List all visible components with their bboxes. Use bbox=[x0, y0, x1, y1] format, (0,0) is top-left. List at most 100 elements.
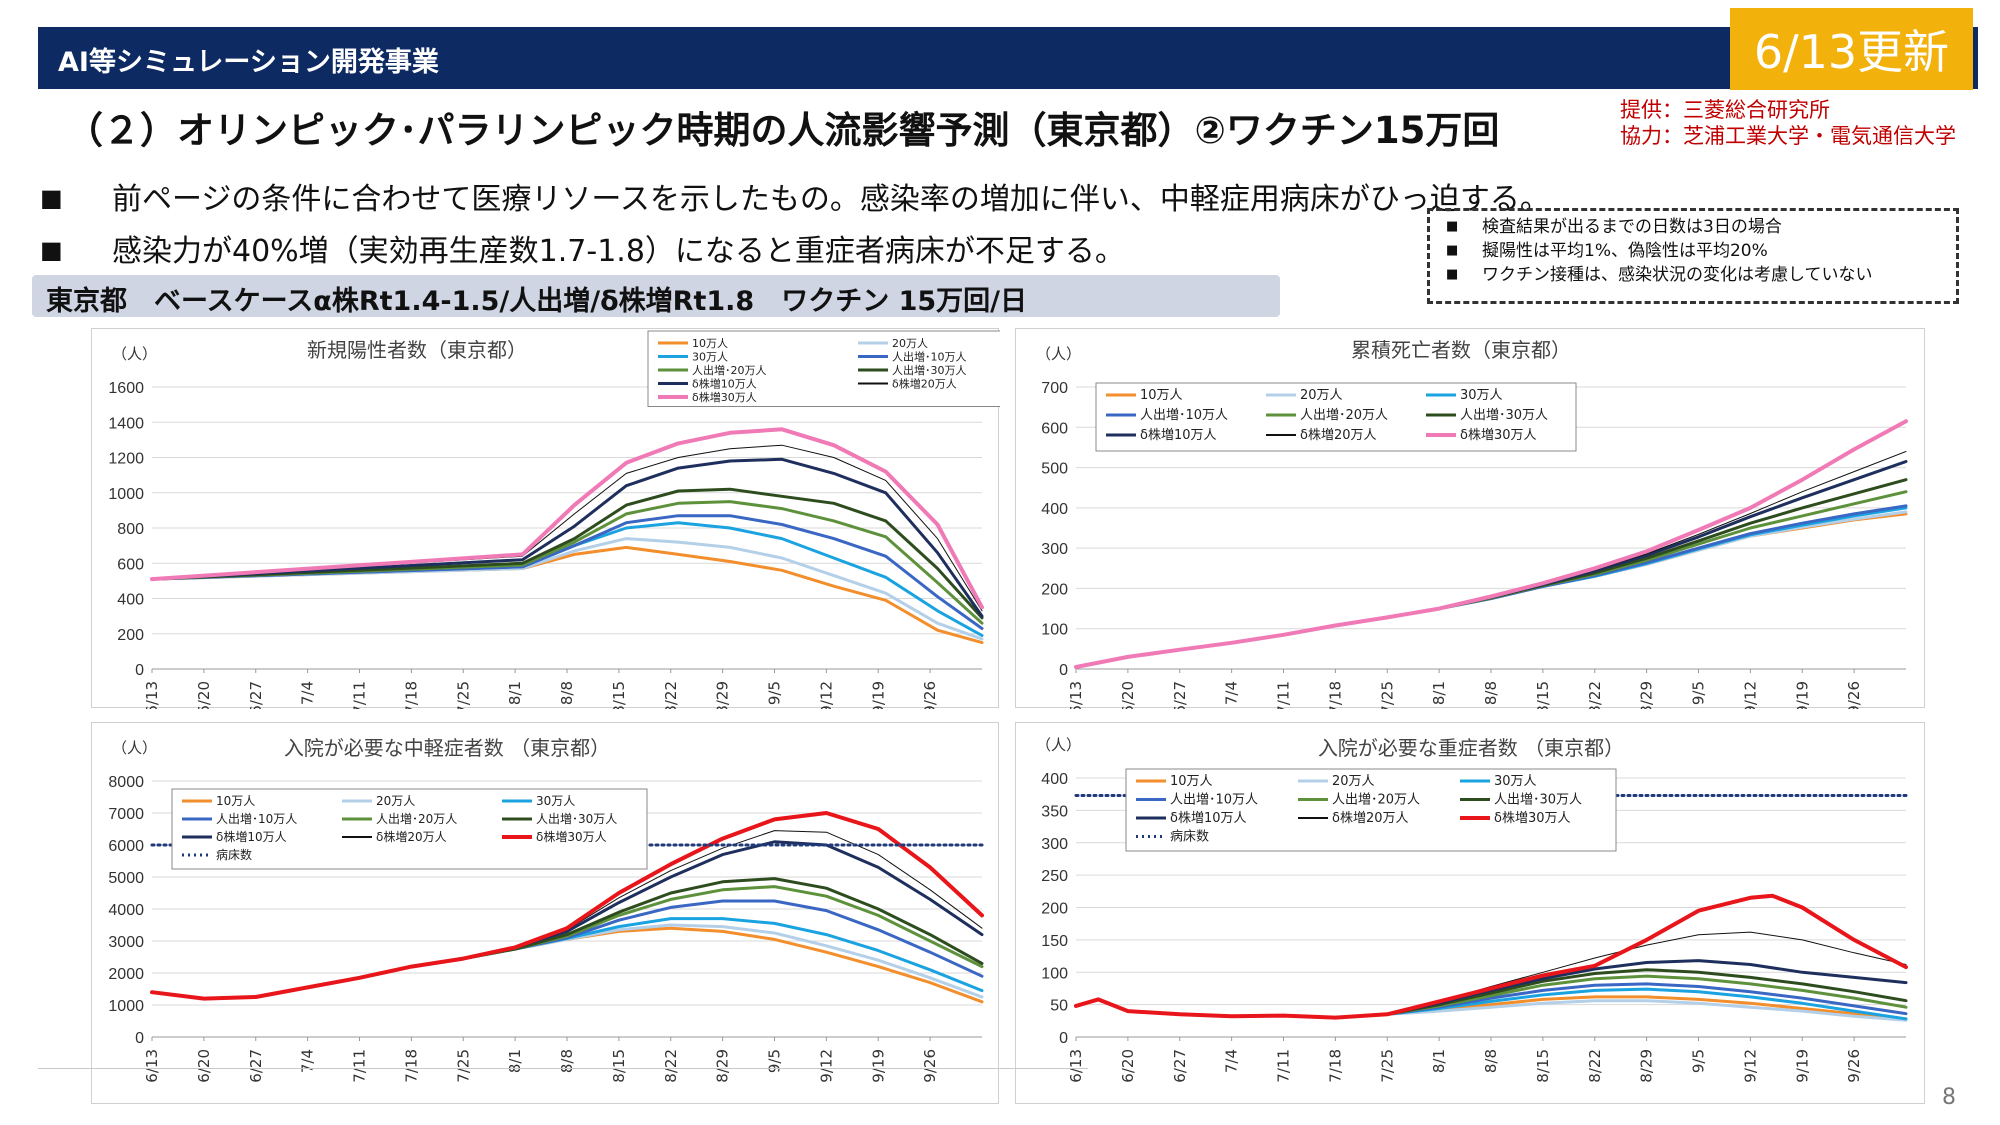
x-tick-label: 7/11 bbox=[1275, 1049, 1293, 1083]
series-line-300k bbox=[1385, 987, 1908, 1021]
x-tick-label: 7/4 bbox=[299, 1049, 317, 1073]
x-tick-label: 8/1 bbox=[1430, 1049, 1448, 1073]
y-tick-label: 100 bbox=[1041, 965, 1068, 982]
y-tick-label: 0 bbox=[135, 662, 144, 679]
legend-label: 人出増･20万人 bbox=[376, 812, 457, 826]
series-line-100k bbox=[1385, 995, 1908, 1021]
x-tick-label: 7/4 bbox=[1223, 1049, 1241, 1073]
legend-label: δ株増30万人 bbox=[1494, 811, 1571, 826]
x-tick-label: 6/13 bbox=[143, 1049, 161, 1083]
series-line-crowd-300k bbox=[1385, 968, 1908, 1016]
legend-label: 人出増･10万人 bbox=[216, 812, 297, 826]
notes-box: ■ 検査結果が出るまでの日数は3日の場合 ■ 擬陽性は平均1%、偽陰性は平均20% … bbox=[1427, 208, 1959, 304]
bullet-1-text: 前ページの条件に合わせて医療リソースを示したもの。感染率の増加に伴い、中軽症用病… bbox=[112, 182, 1550, 217]
y-tick-label: 250 bbox=[1041, 868, 1068, 885]
x-tick-label: 6/13 bbox=[1067, 681, 1085, 709]
legend-label: δ株増20万人 bbox=[1332, 811, 1409, 826]
legend-label: 10万人 bbox=[1140, 388, 1183, 403]
x-tick-label: 8/8 bbox=[558, 681, 576, 705]
x-tick-label: 9/26 bbox=[1845, 681, 1863, 709]
legend-label: 30万人 bbox=[1494, 774, 1537, 789]
y-tick-label: 0 bbox=[135, 1030, 144, 1047]
x-tick-label: 9/12 bbox=[817, 1049, 835, 1083]
page-title: （２）オリンピック･パラリンピック時期の人流影響予測（東京都）②ワクチン15万回 bbox=[66, 109, 1500, 152]
footer-line bbox=[38, 1068, 1088, 1069]
x-tick-label: 9/19 bbox=[869, 681, 887, 709]
series-line-200k bbox=[1385, 999, 1908, 1022]
y-tick-label: 100 bbox=[1041, 622, 1068, 639]
series-line-crowd-200k bbox=[1074, 490, 1908, 669]
x-tick-label: 9/26 bbox=[1845, 1049, 1863, 1083]
y-tick-label: 600 bbox=[117, 556, 144, 573]
x-tick-label: 7/25 bbox=[454, 1049, 472, 1083]
series-line-delta-300k bbox=[1074, 893, 1908, 1020]
series-line-crowd-100k bbox=[150, 514, 984, 630]
y-tick-label: 0 bbox=[1059, 662, 1068, 679]
legend-label: 病床数 bbox=[216, 847, 252, 862]
y-tick-label: 200 bbox=[1041, 581, 1068, 598]
x-tick-label: 9/12 bbox=[1741, 681, 1759, 709]
series-line-100k bbox=[150, 545, 984, 645]
y-tick-label: 600 bbox=[1041, 420, 1068, 437]
x-tick-label: 6/20 bbox=[1119, 681, 1137, 709]
legend-label: 10万人 bbox=[1170, 774, 1213, 789]
y-tick-label: 350 bbox=[1041, 803, 1068, 820]
x-tick-label: 8/29 bbox=[714, 1049, 732, 1083]
x-tick-label: 9/12 bbox=[817, 681, 835, 709]
bullet-2: ■ 感染力が40%増（実効再生産数1.7-1.8）になると重症者病床が不足する。 bbox=[40, 226, 1125, 270]
y-tick-label: 8000 bbox=[108, 774, 144, 791]
x-tick-label: 7/18 bbox=[402, 681, 420, 709]
x-tick-label: 8/1 bbox=[506, 1049, 524, 1073]
series-line-delta-300k bbox=[150, 427, 984, 610]
unit-label: （人） bbox=[112, 345, 157, 363]
legend-label: 人出増･30万人 bbox=[1460, 408, 1548, 423]
x-tick-label: 8/1 bbox=[506, 681, 524, 705]
y-tick-label: 1200 bbox=[108, 451, 144, 468]
x-tick-label: 7/25 bbox=[1378, 1049, 1396, 1083]
x-tick-label: 6/27 bbox=[1171, 681, 1189, 709]
chart-panel-severe-inpatients: 0 50 100 150 200 250 300 350 400 （人） 6/13 6/20 6/27 7… bbox=[1015, 722, 1925, 1104]
y-tick-label: 200 bbox=[1041, 901, 1068, 918]
credits-cooperation: 協力：芝浦工業大学・電気通信大学 bbox=[1620, 124, 1956, 148]
y-tick-label: 200 bbox=[117, 627, 144, 644]
y-tick-label: 0 bbox=[1059, 1030, 1068, 1047]
chart-cumulative-deaths: 0 100 200 300 400 500 600 700 （人） 6/13 6/20 6/27 7/4… bbox=[1036, 338, 1908, 709]
series-line-delta-200k bbox=[1075, 451, 1907, 668]
scenario-label: 東京都 ベースケースα株Rt1.4-1.5/人出増/δ株増Rt1.8 ワクチン … bbox=[32, 275, 1280, 317]
series-line-crowd-200k bbox=[150, 500, 984, 625]
series-line-delta-200k bbox=[151, 444, 983, 612]
x-tick-label: 6/20 bbox=[195, 681, 213, 709]
legend-label: 20万人 bbox=[892, 337, 928, 350]
chart-panel-moderate-inpatients: 0 1000 2000 3000 4000 5000 6000 7000 8000 （人） 6/13… bbox=[91, 722, 999, 1104]
x-tick-label: 6/27 bbox=[1171, 1049, 1189, 1083]
chart-new-positive: 0 200 400 600 800 1000 1200 1400 1600 （人） 6/13 6/20… bbox=[108, 330, 1000, 709]
legend-label: δ株増10万人 bbox=[692, 377, 757, 391]
x-tick-label: 8/1 bbox=[1430, 681, 1448, 705]
chart-title: 新規陽性者数（東京都） bbox=[307, 338, 527, 362]
y-tick-label: 300 bbox=[1041, 541, 1068, 558]
header-title: AI等シミュレーション開発事業 bbox=[58, 47, 439, 78]
x-tick-label: 9/5 bbox=[766, 1049, 784, 1073]
y-tick-label: 3000 bbox=[108, 934, 144, 951]
legend-box bbox=[171, 788, 648, 870]
x-tick-label: 8/22 bbox=[662, 1049, 680, 1083]
legend-label: 人出増･20万人 bbox=[1332, 793, 1420, 808]
legend-label: 20万人 bbox=[376, 794, 415, 808]
legend-label: 人出増･30万人 bbox=[1494, 793, 1582, 808]
chart-severe-inpatients: 0 50 100 150 200 250 300 350 400 （人） 6/13 6/20 6/27 7… bbox=[1036, 736, 1908, 1083]
legend-label: δ株増10万人 bbox=[1140, 428, 1217, 443]
x-tick-label: 9/5 bbox=[1690, 681, 1708, 705]
note-marker: ■ bbox=[1446, 219, 1459, 234]
x-tick-label: 9/19 bbox=[869, 1049, 887, 1083]
legend-label: 人出増･30万人 bbox=[536, 812, 617, 826]
chart-title: 入院が必要な重症者数 （東京都） bbox=[1318, 736, 1624, 760]
y-tick-label: 700 bbox=[1041, 380, 1068, 397]
series-line-crowd-100k bbox=[150, 899, 984, 1001]
series-line-crowd-100k bbox=[1385, 982, 1908, 1016]
x-tick-label: 6/27 bbox=[247, 1049, 265, 1083]
x-tick-label: 7/25 bbox=[1378, 681, 1396, 709]
chart-title: 累積死亡者数（東京都） bbox=[1351, 338, 1571, 362]
bullet-1: ■ 前ページの条件に合わせて医療リソースを示したもの。感染率の増加に伴い、中軽症用… bbox=[40, 174, 1550, 218]
y-tick-label: 50 bbox=[1050, 998, 1068, 1015]
note-marker: ■ bbox=[1446, 243, 1459, 258]
